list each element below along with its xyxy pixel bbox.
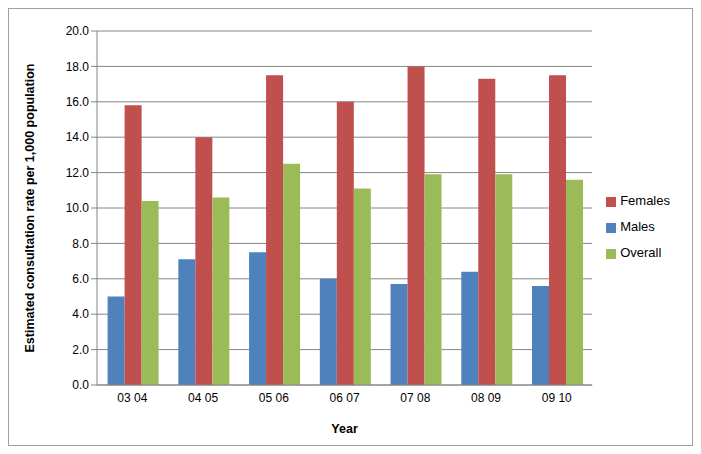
svg-text:10.0: 10.0 [66, 201, 90, 215]
svg-text:09 10: 09 10 [542, 391, 572, 405]
svg-text:12.0: 12.0 [66, 166, 90, 180]
svg-text:18.0: 18.0 [66, 60, 90, 74]
svg-text:08 09: 08 09 [471, 391, 501, 405]
html-text:Females: Females [620, 193, 670, 208]
svg-text:8.0: 8.0 [72, 237, 89, 251]
svg-text:06 07: 06 07 [330, 391, 360, 405]
svg-text:14.0: 14.0 [66, 130, 90, 144]
svg-text:05 06: 05 06 [259, 391, 289, 405]
svg-text:20.0: 20.0 [66, 24, 90, 38]
svg-text:4.0: 4.0 [72, 307, 89, 321]
svg-text:6.0: 6.0 [72, 272, 89, 286]
svg-text:03 04: 03 04 [117, 391, 147, 405]
svg-text:2.0: 2.0 [72, 343, 89, 357]
html-text:Males: Males [620, 219, 655, 234]
svg-text:04 05: 04 05 [188, 391, 218, 405]
svg-text:0.0: 0.0 [72, 378, 89, 392]
svg-text:Estimated consultation rate pe: Estimated consultation rate per 1,000 po… [23, 64, 37, 353]
svg-text:16.0: 16.0 [66, 95, 90, 109]
svg-text:07 08: 07 08 [400, 391, 430, 405]
html-text:Overall: Overall [620, 245, 662, 260]
svg-text:Year: Year [331, 422, 358, 436]
